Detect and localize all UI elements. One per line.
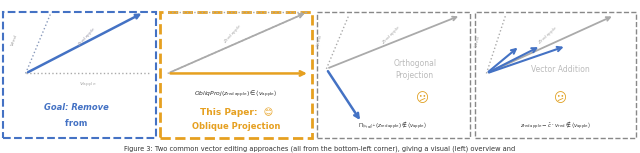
Text: 😕: 😕 (416, 92, 429, 105)
Text: Goal: Remove: Goal: Remove (44, 103, 112, 112)
Text: $z_{\rm red\,apple}$: $z_{\rm red\,apple}$ (76, 25, 100, 50)
Text: Projection: Projection (396, 71, 434, 80)
Text: $z_{\rm red\,apple}$: $z_{\rm red\,apple}$ (380, 24, 404, 48)
Text: Oblique Projection: Oblique Projection (192, 123, 280, 131)
Bar (317, 12, 470, 138)
Bar (475, 12, 636, 138)
Bar (160, 12, 312, 138)
Bar (3, 12, 156, 138)
Text: Orthogonal: Orthogonal (393, 59, 436, 68)
Text: 😕: 😕 (554, 92, 566, 105)
Text: $z_{\rm red\,apple}$: $z_{\rm red\,apple}$ (537, 24, 561, 48)
Text: $\Pi_{\langle v_{\rm red}\rangle^\perp}(z_{\rm red\,apple}) \notin \langle v_{\r: $\Pi_{\langle v_{\rm red}\rangle^\perp}(… (358, 120, 428, 132)
Text: from: from (65, 119, 91, 128)
Text: Vector Addition: Vector Addition (531, 65, 589, 74)
Text: Figure 3: Two common vector editing approaches (all from the bottom-left corner): Figure 3: Two common vector editing appr… (124, 146, 516, 152)
Text: $v_{\rm red}$: $v_{\rm red}$ (315, 34, 325, 48)
Text: $z_{\rm red\,apple}$: $z_{\rm red\,apple}$ (221, 22, 246, 47)
Text: $\mathit{ObliqProj}(z_{\rm red\,apple}) \in \langle v_{\rm apple}\rangle$: $\mathit{ObliqProj}(z_{\rm red\,apple}) … (195, 88, 278, 100)
Text: $v_{\rm apple}$: $v_{\rm apple}$ (79, 81, 97, 90)
Text: This Paper:  😊: This Paper: 😊 (200, 108, 273, 117)
Text: $v_{\rm red}$: $v_{\rm red}$ (8, 33, 20, 48)
Text: $v_{\rm red}$: $v_{\rm red}$ (473, 35, 483, 49)
Text: $z_{\rm red\,apple} - \hat{c} \cdot v_{\rm red} \notin \langle v_{\rm apple}\ran: $z_{\rm red\,apple} - \hat{c} \cdot v_{\… (520, 120, 591, 132)
